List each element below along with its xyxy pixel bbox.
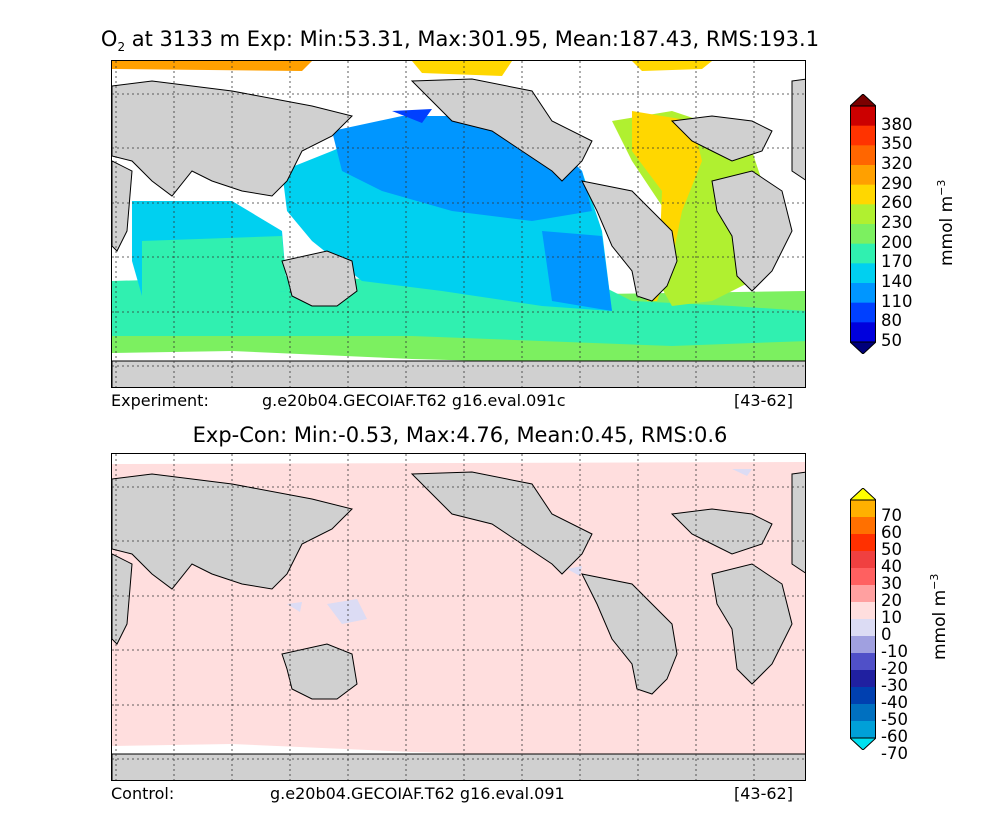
top-colorbar-segment — [850, 263, 876, 284]
top-colorbar-tick-label: 380 — [881, 114, 913, 134]
top-footer-center: g.e20b04.GECOIAF.T62 g16.eval.091c — [262, 391, 566, 410]
bottom-footer-right: [43-62] — [734, 784, 793, 803]
bottom-colorbar-segment — [850, 568, 876, 586]
top-colorbar-unit: mmol m−3 — [935, 179, 957, 267]
top-colorbar-bottom-cap — [850, 341, 876, 354]
bottom-colorbar-segment — [850, 721, 876, 739]
top-colorbar-tick-label: 200 — [881, 232, 913, 252]
bottom-footer-center: g.e20b04.GECOIAF.T62 g16.eval.091 — [270, 784, 565, 803]
top-grid — [112, 61, 805, 387]
bottom-colorbar-segment — [850, 636, 876, 654]
top-colorbar-segment — [850, 165, 876, 186]
bottom-colorbar-segment — [850, 670, 876, 688]
top-colorbar-tick-label: 80 — [881, 311, 902, 331]
top-footer-right: [43-62] — [734, 391, 793, 410]
bottom-land — [112, 471, 805, 780]
top-colorbar-tick-label: 260 — [881, 193, 913, 213]
bottom-colorbar-segment — [850, 534, 876, 552]
bottom-colorbar-top-cap — [850, 488, 876, 501]
bottom-colorbar-unit: mmol m−3 — [928, 573, 950, 661]
bottom-colorbar-segment — [850, 585, 876, 603]
top-chart-title: O2 at 3133 m Exp: Min:53.31, Max:301.95,… — [100, 27, 820, 55]
top-colorbar-tick-label: 290 — [881, 173, 913, 193]
top-colorbar-tick-label: 170 — [881, 252, 913, 272]
bottom-negative-patches — [287, 469, 752, 624]
top-colorbar-tick-label: 50 — [881, 331, 902, 350]
top-colorbar-segment — [850, 302, 876, 323]
bottom-footer-left: Control: — [111, 784, 175, 803]
bottom-colorbar-bottom-cap — [850, 737, 876, 750]
top-colorbar-segment — [850, 243, 876, 264]
top-colorbar-segment — [850, 283, 876, 304]
top-colorbar-segment — [850, 125, 876, 146]
bottom-colorbar-segment — [850, 653, 876, 671]
bottom-colorbar-tick-label: -30 — [881, 676, 908, 695]
top-colorbar-tick-label: 140 — [881, 272, 913, 291]
bottom-colorbar-segment — [850, 551, 876, 569]
bottom-colorbar-tick-label: -20 — [881, 659, 908, 678]
top-colorbar-segment — [850, 322, 876, 343]
bottom-colorbar-tick-label: -70 — [881, 744, 908, 763]
top-colorbar-tick-label: 110 — [881, 291, 913, 311]
bottom-colorbar-tick-label: 40 — [881, 557, 902, 576]
top-colorbar — [850, 94, 876, 354]
top-land — [112, 78, 805, 387]
bottom-colorbar-segment — [850, 704, 876, 722]
top-colorbar-tick-label: 320 — [881, 154, 913, 173]
bottom-colorbar-segment — [850, 500, 876, 518]
bottom-colorbar-outline — [850, 499, 876, 739]
bottom-grid — [112, 454, 805, 780]
top-colorbar-tick-label: 230 — [881, 213, 913, 232]
bottom-colorbar-tick-label: -40 — [881, 693, 908, 712]
bottom-colorbar-tick-label: 50 — [881, 540, 902, 559]
bottom-colorbar-tick-label: 30 — [881, 574, 902, 593]
top-colorbar-tick-label: 350 — [881, 134, 913, 154]
bottom-colorbar-tick-label: 10 — [881, 608, 902, 627]
top-colorbar-segment — [850, 145, 876, 166]
bottom-colorbar-tick-label: 70 — [881, 506, 902, 525]
bottom-colorbar-segment — [850, 517, 876, 535]
top-colorbar-top-cap — [850, 94, 876, 107]
bottom-map — [111, 453, 806, 781]
top-footer-left: Experiment: — [111, 391, 209, 410]
bottom-colorbar-tick-label: 20 — [881, 591, 902, 610]
top-colorbar-segment — [850, 106, 876, 127]
top-colorbar-outline — [850, 105, 876, 343]
bottom-colorbar-segment — [850, 619, 876, 637]
top-colorbar-segment — [850, 204, 876, 225]
bottom-colorbar-segment — [850, 687, 876, 705]
top-colorbar-segment — [850, 224, 876, 245]
bottom-chart-title: Exp-Con: Min:-0.53, Max:4.76, Mean:0.45,… — [192, 423, 728, 447]
top-map — [111, 60, 806, 388]
bottom-colorbar-tick-label: -50 — [881, 710, 908, 729]
bottom-colorbar-tick-label: 0 — [881, 625, 892, 644]
bottom-colorbar-tick-label: -60 — [881, 727, 908, 746]
bottom-colorbar-segment — [850, 602, 876, 620]
top-colorbar-segment — [850, 184, 876, 205]
bottom-colorbar — [850, 488, 876, 750]
bottom-colorbar-tick-label: 60 — [881, 523, 902, 542]
bottom-colorbar-tick-label: -10 — [881, 642, 908, 661]
